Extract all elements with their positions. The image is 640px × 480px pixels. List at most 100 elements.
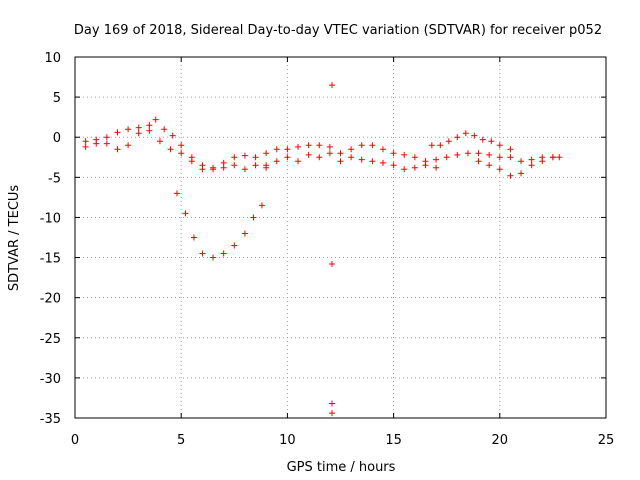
- x-tick-label: 25: [598, 433, 615, 448]
- data-point: [190, 234, 197, 241]
- data-point: [337, 158, 344, 165]
- x-axis-label: GPS time / hours: [287, 460, 396, 475]
- data-point: [348, 154, 355, 161]
- data-point: [173, 190, 180, 197]
- x-tick-label: 15: [385, 433, 402, 448]
- data-points: [82, 82, 563, 417]
- x-tick-label: 20: [492, 433, 509, 448]
- data-point: [479, 136, 486, 143]
- data-point: [488, 138, 495, 145]
- data-point: [411, 164, 418, 171]
- data-point: [169, 132, 176, 139]
- data-point: [114, 129, 121, 136]
- data-point: [125, 126, 132, 133]
- plot-frame: [74, 56, 607, 419]
- x-tick-label: 0: [71, 433, 79, 448]
- series-track-e: [337, 142, 556, 165]
- data-point: [433, 156, 440, 163]
- data-point: [305, 151, 312, 158]
- data-point: [199, 166, 206, 173]
- y-tick-label: -10: [40, 211, 61, 226]
- data-point: [496, 154, 503, 161]
- data-point: [462, 130, 469, 137]
- data-point: [422, 162, 429, 169]
- x-tick-label: 5: [177, 433, 185, 448]
- series-track-c: [173, 190, 265, 261]
- y-tick-label: 5: [53, 91, 61, 106]
- data-point: [182, 210, 189, 217]
- data-point: [369, 158, 376, 165]
- data-point: [241, 230, 248, 237]
- data-point: [231, 162, 238, 169]
- data-point: [475, 158, 482, 165]
- series-track-h: [475, 154, 563, 179]
- data-point: [348, 146, 355, 153]
- data-point: [496, 142, 503, 149]
- y-tick-label: -20: [40, 292, 61, 307]
- data-point: [337, 150, 344, 157]
- data-point: [125, 142, 132, 149]
- data-point: [528, 156, 535, 163]
- data-point: [210, 254, 217, 261]
- data-point: [358, 156, 365, 163]
- data-point: [93, 140, 100, 147]
- data-point: [369, 142, 376, 149]
- axis-ticks: 0 5 10 15 20 25 10 5 0 -5 -10 -15 -20 -25 -30 -35: [40, 51, 615, 448]
- data-point: [210, 166, 217, 173]
- data-point: [454, 151, 461, 158]
- grid-lines: [75, 57, 606, 418]
- data-point: [114, 146, 121, 153]
- data-point: [329, 410, 336, 417]
- data-point: [390, 162, 397, 169]
- data-point: [549, 154, 556, 161]
- data-point: [316, 142, 323, 149]
- data-point: [263, 162, 270, 169]
- data-point: [284, 146, 291, 153]
- data-point: [135, 130, 142, 137]
- data-point: [507, 172, 514, 179]
- data-point: [445, 138, 452, 145]
- data-point: [161, 126, 168, 133]
- series-track-f: [337, 154, 440, 173]
- data-point: [464, 150, 471, 157]
- series-track-a: [82, 116, 333, 171]
- data-point: [528, 162, 535, 169]
- data-point: [507, 154, 514, 161]
- data-point: [241, 152, 248, 159]
- data-point: [437, 142, 444, 149]
- data-point: [220, 164, 227, 171]
- data-point: [152, 116, 159, 123]
- data-point: [475, 150, 482, 157]
- data-point: [518, 170, 525, 177]
- data-point: [496, 166, 503, 173]
- data-point: [471, 132, 478, 139]
- data-point: [231, 242, 238, 249]
- data-point: [82, 138, 89, 145]
- data-point: [178, 150, 185, 157]
- data-point: [220, 250, 227, 257]
- data-point: [103, 140, 110, 147]
- series-track-g: [428, 130, 514, 153]
- data-point: [295, 143, 302, 150]
- data-point: [252, 162, 259, 169]
- data-point: [263, 150, 270, 157]
- data-point: [156, 138, 163, 145]
- data-point: [507, 146, 514, 153]
- data-point: [443, 154, 450, 161]
- data-point: [199, 250, 206, 257]
- data-point: [539, 158, 546, 165]
- data-point: [231, 154, 238, 161]
- data-point: [135, 124, 142, 131]
- data-point: [401, 166, 408, 173]
- data-point: [454, 134, 461, 141]
- data-point: [241, 166, 248, 173]
- data-point: [103, 134, 110, 141]
- data-point: [379, 159, 386, 166]
- y-tick-label: 10: [44, 51, 61, 66]
- chart-title: Day 169 of 2018, Sidereal Day-to-day VTE…: [74, 23, 602, 38]
- data-point: [326, 143, 333, 150]
- data-point: [178, 142, 185, 149]
- y-tick-label: -25: [40, 332, 61, 347]
- data-point: [295, 158, 302, 165]
